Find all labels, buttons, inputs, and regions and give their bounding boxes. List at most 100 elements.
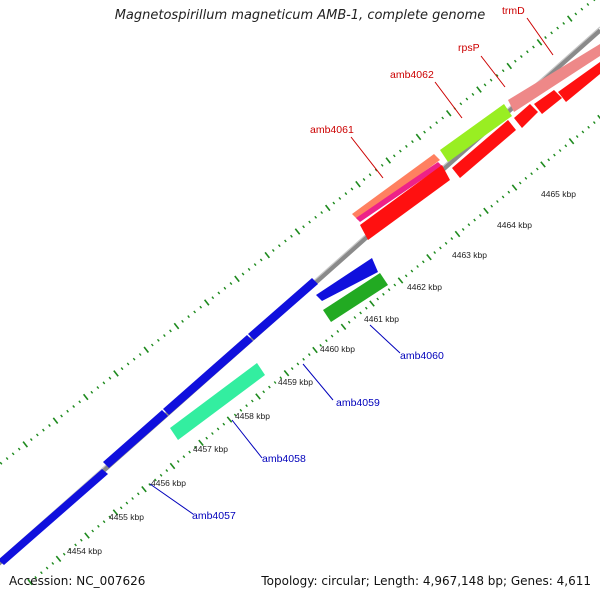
scale-label: 4464 kbp (497, 220, 532, 230)
gene-rpsP-cds[interactable] (514, 104, 538, 128)
gene-label-amb4057[interactable]: amb4057 (192, 510, 236, 522)
gene-label-amb4060[interactable]: amb4060 (400, 350, 444, 362)
tick-mark (382, 292, 385, 296)
tick-mark (592, 121, 596, 125)
tick-mark (411, 140, 414, 144)
tick-mark (568, 137, 575, 145)
gene-amb4062-block[interactable] (440, 104, 512, 162)
tick-mark (404, 274, 408, 278)
tick-mark (566, 15, 573, 22)
scale-label: 4459 kbp (278, 377, 313, 387)
tick-mark (467, 223, 471, 227)
gene-amb4060-block-blue[interactable] (316, 258, 378, 301)
tick-mark (205, 436, 209, 440)
tick-mark (271, 248, 275, 252)
genome-backbone (0, 28, 600, 566)
tick-mark (490, 204, 494, 208)
gene-label-amb4062[interactable]: amb4062 (390, 69, 434, 81)
tick-mark (415, 133, 422, 141)
tick-mark (262, 390, 266, 394)
tick-mark (587, 125, 590, 129)
callout-trmD (526, 17, 554, 56)
tick-mark (42, 428, 45, 432)
tick-mark (78, 400, 82, 404)
tick-mark (156, 338, 160, 342)
tick-mark (473, 218, 476, 222)
tick-mark (79, 538, 83, 542)
tick-mark (332, 201, 336, 205)
tick-mark (294, 228, 301, 235)
gene-rpsP-block[interactable] (508, 44, 600, 112)
tick-mark (120, 367, 124, 371)
gene-label-amb4061[interactable]: amb4061 (310, 124, 354, 136)
tick-mark (245, 404, 248, 408)
tick-mark (302, 225, 305, 229)
tick-mark (52, 417, 59, 424)
gene-amb4057-block-2[interactable] (103, 410, 168, 468)
tick-mark (113, 370, 119, 377)
scale-label: 4455 kbp (109, 512, 144, 522)
tick-mark (216, 427, 220, 431)
tick-mark (55, 555, 62, 563)
tick-mark (203, 299, 210, 306)
callout-lines (149, 17, 554, 515)
tick-mark (259, 258, 263, 262)
gene-trmD-cds[interactable] (534, 90, 562, 114)
tick-mark (441, 116, 445, 120)
gene-label-trmD[interactable]: trmD (502, 5, 525, 17)
gene-amb4062-cds[interactable] (452, 120, 516, 178)
tick-mark (222, 422, 226, 426)
tick-mark (181, 319, 184, 323)
tick-mark (112, 509, 119, 516)
tick-mark (102, 381, 106, 385)
gene-amb4057-block[interactable] (0, 469, 108, 565)
scale-label: 4465 kbp (541, 189, 576, 199)
tick-mark (108, 515, 112, 519)
tick-mark (368, 173, 372, 177)
tick-mark (136, 492, 140, 496)
callout-rpsP (480, 55, 506, 88)
gene-trmD-cds-2[interactable] (558, 62, 600, 102)
gene-amb4061-stripe[interactable] (356, 162, 442, 222)
tick-mark (319, 343, 323, 347)
tick-mark (506, 62, 513, 70)
tick-mark (45, 566, 49, 570)
tick-mark (369, 300, 375, 307)
tick-mark (247, 267, 251, 271)
gene-amb4061-cds[interactable] (360, 165, 450, 240)
gene-label-amb4058[interactable]: amb4058 (262, 453, 306, 465)
gene-label-rpsP[interactable]: rpsP (458, 42, 480, 54)
tick-mark (495, 73, 499, 77)
tick-mark (91, 529, 95, 533)
tick-mark (150, 343, 154, 347)
tick-mark (27, 578, 33, 586)
tick-mark (353, 316, 357, 319)
tick-mark (556, 26, 560, 30)
scale-label: 4461 kbp (364, 314, 399, 324)
gene-amb4060-block[interactable] (323, 273, 388, 322)
tick-mark (314, 215, 318, 219)
tick-mark (564, 144, 568, 148)
tick-mark (29, 438, 33, 442)
tick-mark (84, 532, 90, 539)
gene-amb4059-block[interactable] (163, 335, 253, 415)
callout-amb4059 (302, 363, 334, 401)
gene-amb4059-block-2[interactable] (248, 278, 318, 340)
tick-mark (11, 452, 15, 456)
gene-amb4061-block[interactable] (352, 154, 440, 220)
tick-mark (66, 409, 69, 413)
tick-mark (344, 192, 348, 196)
scale-labels: 4454 kbp 4455 kbp 4456 kbp 4457 kbp 4458… (67, 189, 576, 556)
gene-amb4058-block[interactable] (170, 363, 265, 440)
tick-mark (397, 277, 404, 284)
gene-label-amb4059[interactable]: amb4059 (336, 397, 380, 409)
tick-mark (496, 200, 499, 203)
tick-mark (277, 244, 281, 248)
tick-mark (580, 7, 584, 11)
reverse-strand-features (0, 258, 388, 565)
tick-mark (17, 447, 21, 451)
tick-mark (273, 381, 277, 384)
tick-mark (320, 211, 324, 215)
tick-mark (347, 320, 351, 324)
tick-mark (119, 506, 123, 510)
